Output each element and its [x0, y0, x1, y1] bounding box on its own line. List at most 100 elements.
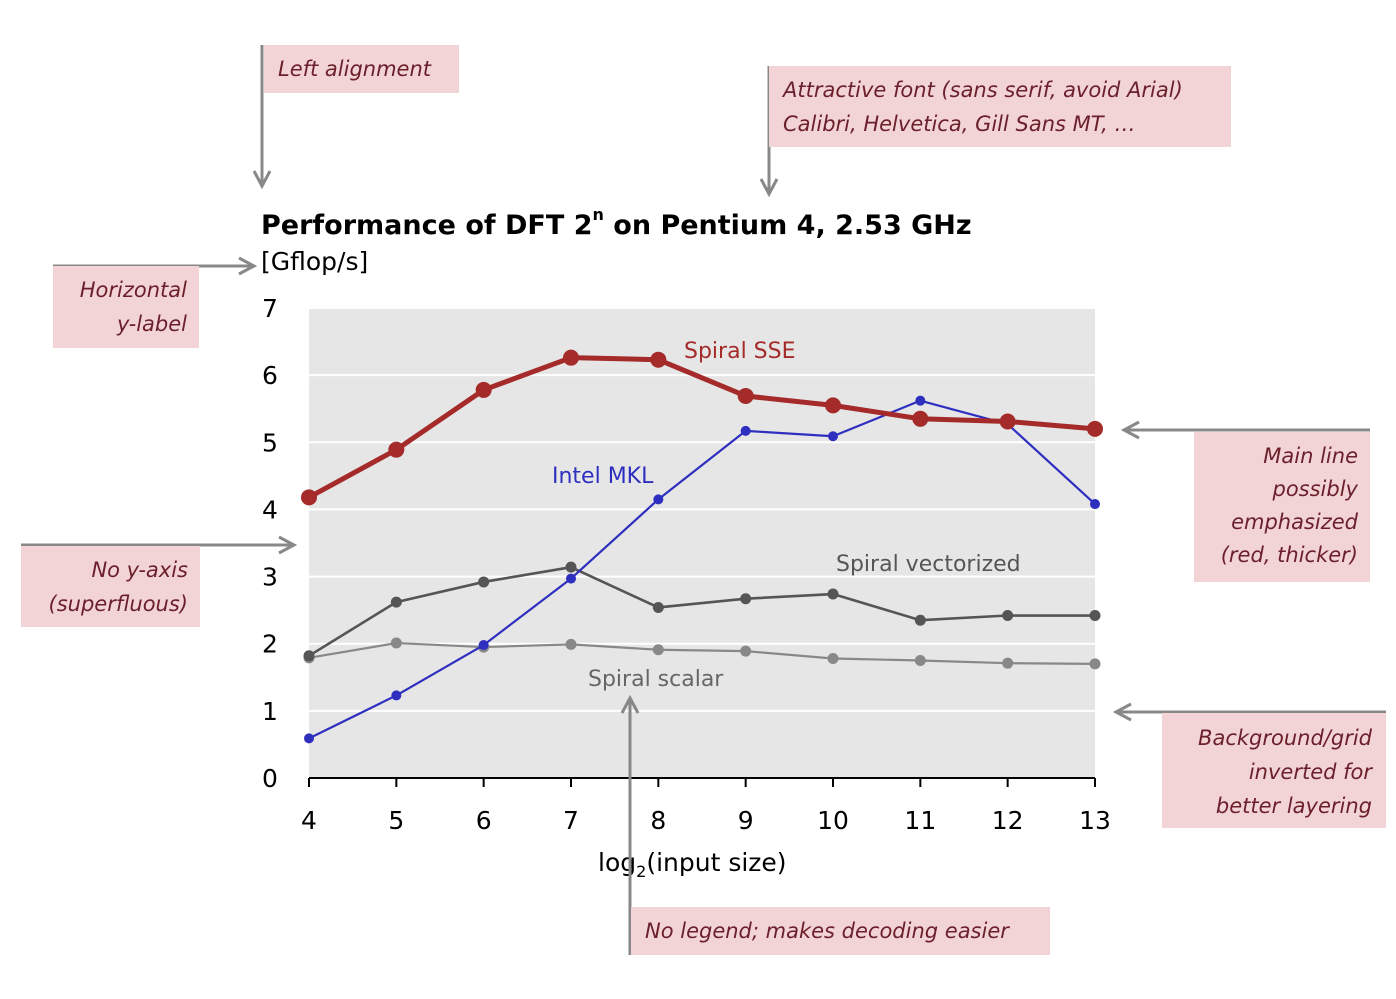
- y-tick-label: 1: [262, 697, 278, 726]
- data-point: [652, 601, 664, 613]
- note-attractive-font: Attractive font (sans serif, avoid Arial…: [769, 66, 1231, 147]
- x-tick-label: 9: [738, 806, 754, 835]
- note-text: (red, thicker): [1220, 543, 1358, 567]
- y-tick-label: 4: [262, 495, 278, 524]
- series-spiral-vectorized: [303, 561, 1101, 662]
- series-label: Spiral vectorized: [836, 552, 1021, 577]
- note-text: Left alignment: [278, 57, 432, 81]
- data-point: [565, 561, 577, 573]
- data-point: [303, 650, 315, 662]
- data-point: [914, 655, 926, 666]
- y-axis-label: [Gflop/s]: [261, 247, 369, 276]
- note-text: y-label: [116, 312, 187, 336]
- data-point: [1002, 657, 1014, 669]
- series-line: [308, 641, 1096, 665]
- arrow-head: [252, 170, 272, 190]
- x-tick-label: 11: [904, 806, 936, 835]
- note-text: inverted for: [1248, 760, 1372, 784]
- data-point: [652, 644, 664, 656]
- note-text: (superfluous): [48, 592, 189, 616]
- data-point: [1090, 499, 1100, 510]
- arrow-head: [278, 535, 298, 555]
- x-axis-label-subscript: 2: [636, 862, 647, 881]
- data-point: [1087, 420, 1103, 437]
- chart-title: Performance of DFT 2n on Pentium 4, 2.53…: [261, 205, 972, 241]
- note-background-grid: Background/grid inverted for better laye…: [1162, 713, 1386, 828]
- data-point: [912, 410, 929, 427]
- data-point: [566, 573, 576, 584]
- y-tick-label: 5: [262, 428, 278, 457]
- data-point: [475, 381, 492, 398]
- note-text: better layering: [1215, 794, 1372, 818]
- data-point: [650, 351, 667, 368]
- data-point: [478, 640, 489, 651]
- chart-title-rest: on Pentium 4, 2.53 GHz: [603, 210, 972, 241]
- note-no-legend: No legend; makes decoding easier: [631, 907, 1050, 955]
- note-text: possibly: [1272, 477, 1359, 501]
- y-tick-label: 0: [262, 764, 278, 793]
- data-point: [737, 387, 754, 404]
- data-point: [301, 489, 317, 506]
- series-spiral-sse: [301, 349, 1103, 506]
- gridlines: [308, 307, 1096, 787]
- note-text: emphasized: [1231, 510, 1358, 534]
- annotation-arrows: [21, 45, 1386, 955]
- data-point: [1002, 610, 1014, 622]
- data-point: [391, 690, 402, 701]
- series-line: [308, 399, 1096, 740]
- x-tick-label: 8: [650, 806, 666, 835]
- data-point: [388, 441, 405, 458]
- arrow-head: [759, 178, 779, 198]
- arrow-head: [238, 256, 258, 276]
- plot-area: [309, 308, 1095, 778]
- note-text: No y-axis: [91, 558, 188, 582]
- data-point: [999, 413, 1016, 430]
- data-point: [563, 349, 579, 366]
- note-text: Attractive font (sans serif, avoid Arial…: [783, 78, 1183, 102]
- note-no-yaxis: No y-axis (superfluous): [21, 546, 200, 627]
- data-point: [915, 395, 926, 406]
- data-point: [825, 397, 841, 414]
- annotation-arrow: [21, 535, 298, 555]
- series-labels: Spiral SSE Intel MKL Spiral vectorized Spir…: [552, 339, 1021, 692]
- x-tick-label: 4: [301, 806, 317, 835]
- arrow-head: [1120, 420, 1140, 440]
- data-point: [740, 645, 752, 657]
- x-tick-label: 13: [1079, 806, 1111, 835]
- note-text: Horizontal: [79, 278, 187, 302]
- data-point: [1089, 610, 1101, 622]
- x-tick-label: 7: [563, 806, 579, 835]
- y-tick-label: 7: [262, 294, 278, 323]
- series-line: [307, 355, 1096, 500]
- note-horizontal-ylabel: Horizontal y-label: [53, 266, 199, 348]
- annotation-arrow: [620, 694, 640, 955]
- x-axis-label-post: (input size): [646, 848, 787, 877]
- data-point: [1089, 658, 1101, 670]
- data-point: [827, 652, 839, 664]
- data-point: [390, 596, 402, 608]
- arrow-head: [620, 694, 640, 714]
- data-point: [565, 638, 577, 650]
- x-tick-label: 6: [476, 806, 492, 835]
- data-point: [653, 494, 664, 505]
- annotation-arrow: [1120, 420, 1370, 440]
- annotation-arrow: [1112, 702, 1386, 722]
- chart-title-superscript: n: [592, 205, 604, 224]
- x-tick-label: 10: [817, 806, 849, 835]
- note-text: Calibri, Helvetica, Gill Sans MT, …: [783, 112, 1136, 136]
- y-tick-label: 3: [262, 563, 278, 592]
- annotation-arrow: [252, 45, 272, 190]
- series-label: Spiral SSE: [684, 339, 796, 364]
- data-point: [390, 637, 402, 649]
- chart-title-main: Performance of DFT 2: [261, 210, 593, 241]
- data-point: [304, 733, 314, 744]
- data-point: [740, 425, 751, 436]
- note-text: No legend; makes decoding easier: [645, 919, 1009, 943]
- data-point: [914, 614, 926, 626]
- y-tick-label: 2: [262, 630, 278, 659]
- plot-background: [309, 308, 1095, 778]
- series-label: Spiral scalar: [588, 667, 724, 692]
- note-text: Background/grid: [1198, 726, 1372, 750]
